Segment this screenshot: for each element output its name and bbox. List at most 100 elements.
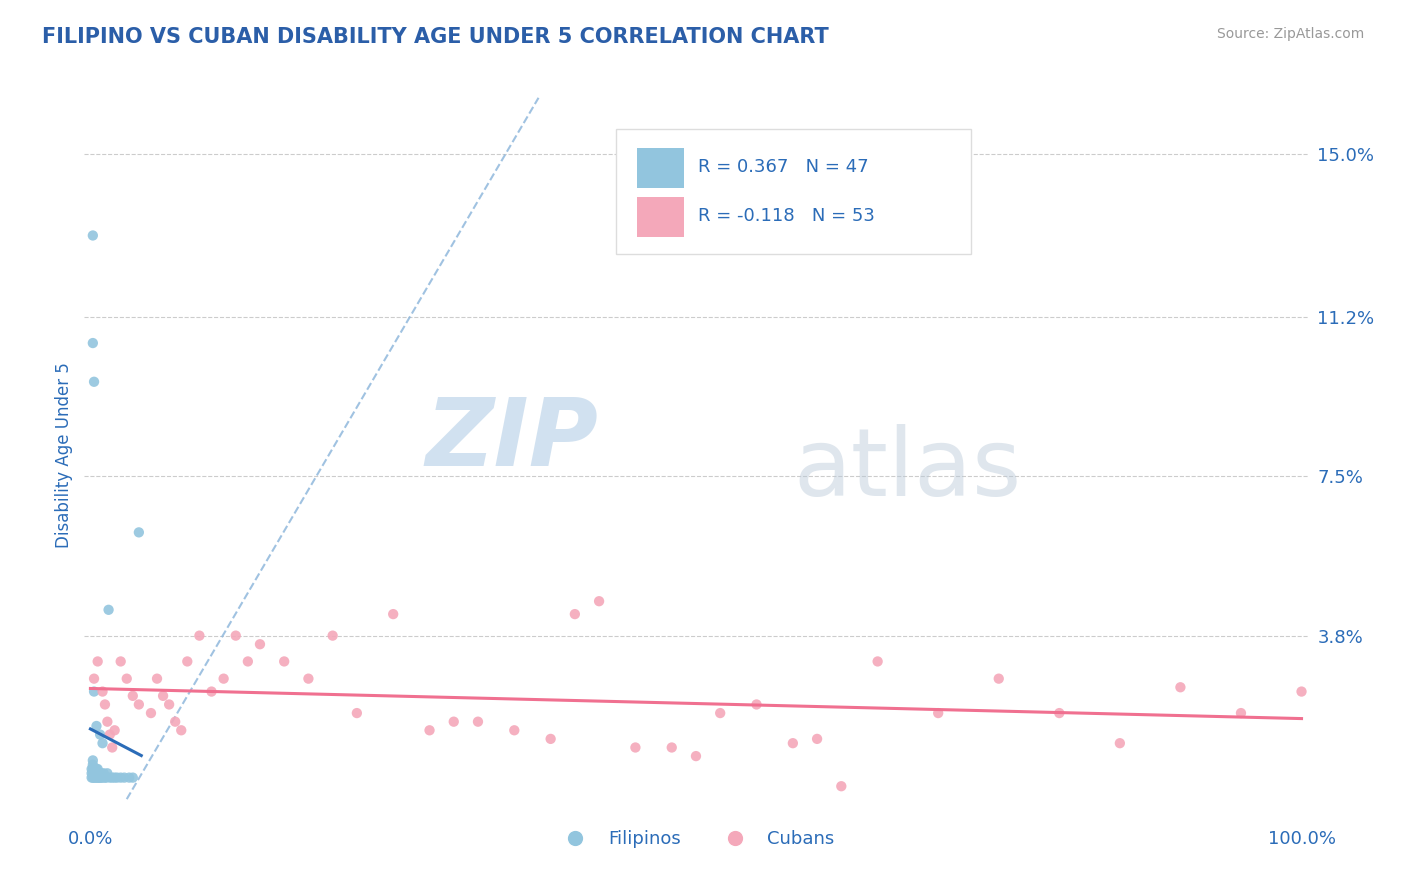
Point [165,714,187,729]
Text: R = 0.367   N = 47: R = 0.367 N = 47 [699,159,869,177]
Point [84,766,107,780]
Point [82,228,104,243]
Point [1291,684,1313,698]
Point [83,684,105,698]
Point [1230,706,1253,720]
Point [94,698,117,712]
Point [685,749,707,764]
Point [82,762,104,776]
Point [82,336,104,351]
Point [83,762,105,776]
Point [467,714,489,729]
Point [86,655,108,669]
Point [110,655,132,669]
Point [80,762,103,776]
Text: ZIP: ZIP [425,394,598,486]
Point [94,771,117,785]
Point [98,771,121,785]
Text: Source: ZipAtlas.com: Source: ZipAtlas.com [1216,27,1364,41]
Point [80,766,103,780]
Point [188,629,211,643]
Point [564,607,586,621]
Point [86,766,108,780]
Point [1047,706,1070,720]
Legend: Filipinos, Cubans: Filipinos, Cubans [550,823,842,855]
Point [200,684,222,698]
Point [382,607,405,621]
Point [87,766,110,780]
Point [86,766,108,780]
Point [90,766,112,780]
Point [93,766,115,780]
FancyBboxPatch shape [616,129,972,253]
Point [176,655,198,669]
Point [987,672,1010,686]
Point [782,736,804,750]
Point [87,766,110,780]
Point [101,740,124,755]
Point [89,728,111,742]
Text: FILIPINO VS CUBAN DISABILITY AGE UNDER 5 CORRELATION CHART: FILIPINO VS CUBAN DISABILITY AGE UNDER 5… [42,27,830,46]
Point [540,731,562,746]
Point [866,655,889,669]
Point [157,698,180,712]
Point [90,771,112,785]
Point [297,672,319,686]
Point [112,771,135,785]
Point [212,672,235,686]
Point [83,766,105,780]
Point [121,771,143,785]
Point [91,771,114,785]
Point [146,672,169,686]
Point [806,731,828,746]
Point [84,771,107,785]
Point [86,766,108,780]
Point [82,757,104,772]
Point [82,771,104,785]
Point [443,714,465,729]
Point [322,629,344,643]
Point [927,706,949,720]
Point [82,753,104,767]
Point [105,771,128,785]
Point [152,689,174,703]
Point [96,771,118,785]
Text: atlas: atlas [794,424,1022,516]
Point [709,706,731,720]
Point [101,771,124,785]
Point [83,771,105,785]
Point [97,603,120,617]
Point [661,740,683,755]
Point [236,655,259,669]
Point [170,723,193,738]
Bar [637,148,683,188]
Point [89,771,111,785]
Point [87,771,110,785]
Point [128,525,150,540]
Point [273,655,295,669]
Point [139,706,162,720]
Point [86,762,108,776]
Point [91,684,114,698]
Point [91,736,114,750]
Point [121,689,143,703]
Point [86,771,108,785]
Point [84,762,107,776]
Point [83,766,105,780]
Point [80,771,103,785]
Point [104,771,127,785]
Point [110,771,132,785]
Point [118,771,141,785]
Point [104,723,127,738]
Point [83,672,105,686]
Point [96,766,118,780]
Point [98,728,121,742]
Point [82,766,104,780]
Point [249,637,271,651]
Point [96,714,118,729]
Point [128,698,150,712]
Point [86,762,108,776]
Text: R = -0.118   N = 53: R = -0.118 N = 53 [699,208,876,226]
Point [588,594,610,608]
Point [86,719,108,733]
